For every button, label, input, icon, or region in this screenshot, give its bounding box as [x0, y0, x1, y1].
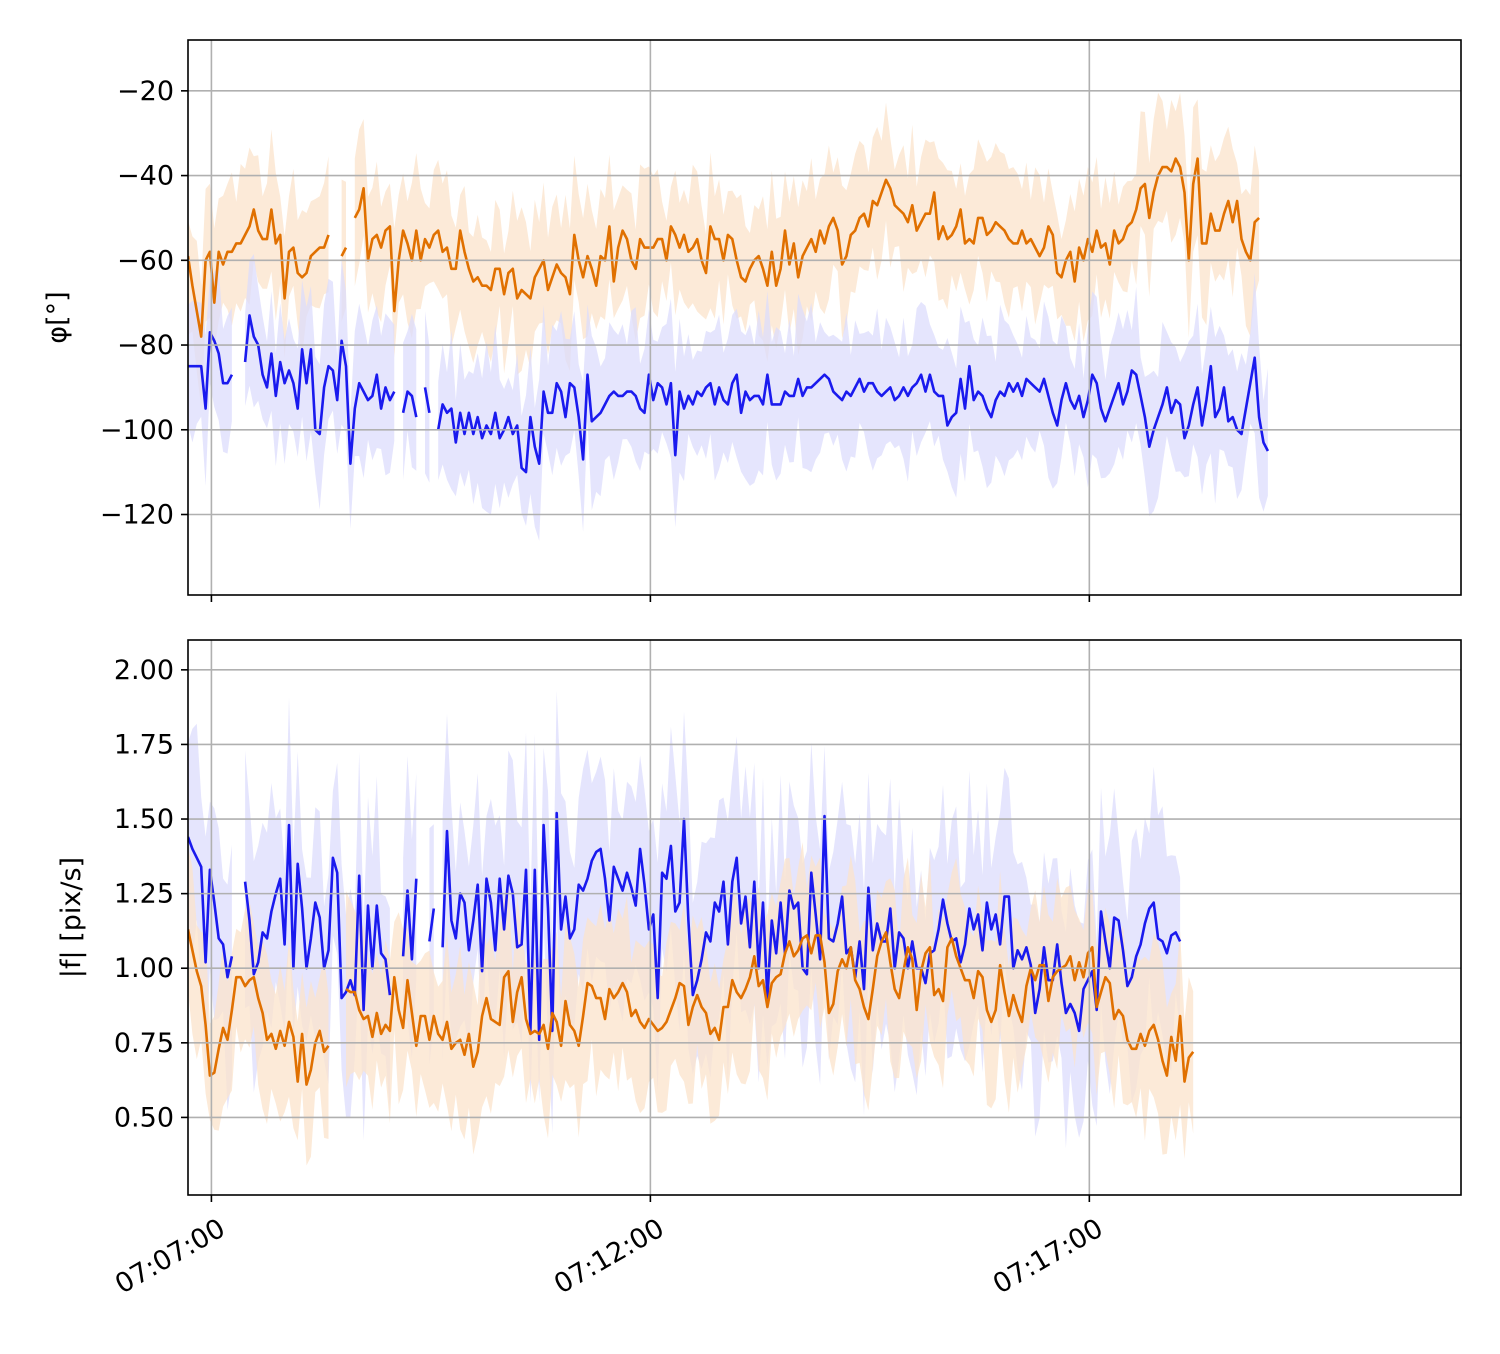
- series-2-line: [436, 356, 1270, 474]
- series-2-line: [243, 314, 396, 466]
- y-tick-label: −40: [117, 161, 174, 192]
- series-2-line: [188, 330, 234, 410]
- y-axis-label-unit: [°]: [42, 291, 73, 326]
- y-tick-label: 0.50: [114, 1102, 174, 1133]
- series-2-band: [245, 254, 395, 529]
- panel-2: 2.00 1.75 1.50 1.25 1.00 0.75 0.50 07:07:00 07:1…: [56, 639, 1462, 1300]
- series-1-line: [340, 247, 348, 257]
- y-tick-label: 1.25: [114, 879, 174, 910]
- series-1-band: [188, 129, 329, 408]
- y-axis-label-symbol: φ: [42, 326, 73, 344]
- y-tick-label: −80: [117, 330, 174, 361]
- y-tick-label: −120: [100, 500, 174, 531]
- y-tick-label: 2.00: [114, 655, 174, 686]
- x-tick-label: 07:12:00: [549, 1213, 670, 1300]
- series-1-line: [188, 836, 234, 979]
- series-2-line: [345, 931, 1195, 1083]
- series-2-line: [423, 387, 431, 414]
- y-tick-label: 1.00: [114, 953, 174, 984]
- series-2-line: [401, 390, 418, 418]
- panel-1: −20 −40 −60 −80 −100 −120 φ[°]: [42, 39, 1462, 602]
- series-1-line: [441, 811, 1182, 1042]
- y-tick-label: 0.75: [114, 1028, 174, 1059]
- y-axis-label: φ[°]: [42, 291, 73, 343]
- y-tick-label: −60: [117, 245, 174, 276]
- series-2-band: [438, 273, 1268, 541]
- series-2-band: [188, 846, 329, 1166]
- series-1-line: [243, 823, 392, 1012]
- series-1-line: [401, 878, 418, 961]
- x-tick-label: 07:17:00: [988, 1213, 1109, 1300]
- series-2-band: [403, 313, 417, 480]
- y-tick-label: 1.75: [114, 729, 174, 760]
- series-1-line: [428, 908, 436, 942]
- y-axis-label: |f| [pix/s]: [56, 857, 87, 978]
- plot-area: [188, 92, 1270, 541]
- y-tick-label: −20: [117, 76, 174, 107]
- axes-frame: [187, 639, 1462, 1196]
- series-1-line: [353, 157, 1261, 313]
- axes-frame: [187, 39, 1462, 596]
- series-1-band: [354, 92, 1260, 375]
- y-tick-label: −100: [100, 415, 174, 446]
- plot-area: [188, 690, 1195, 1166]
- x-tick-label: 07:07:00: [110, 1213, 231, 1300]
- y-tick-label: 1.50: [114, 804, 174, 835]
